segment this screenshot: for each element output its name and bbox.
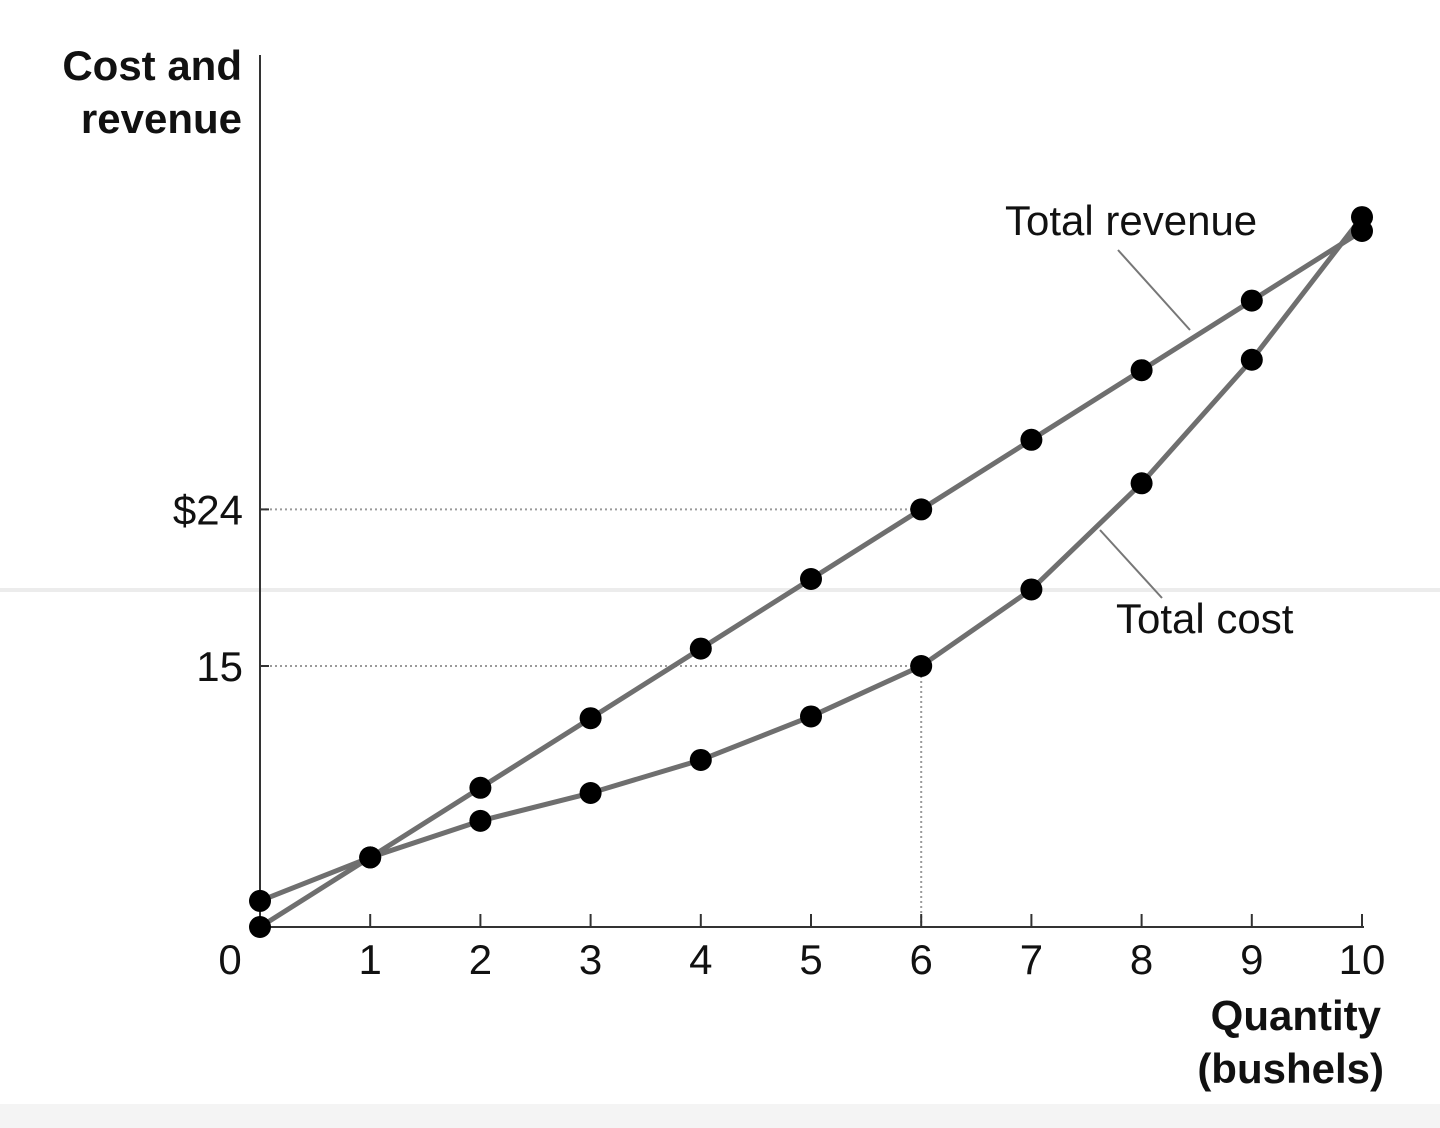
data-point-total-cost (1240, 348, 1263, 371)
data-point-total-cost (800, 705, 822, 728)
y-tick-label: $24 (173, 486, 243, 533)
background-band (0, 588, 1440, 592)
x-tick-label: 2 (469, 936, 492, 983)
y-axis-title-line-1: Cost and (62, 42, 242, 89)
x-axis-title-line-2: (bushels) (1197, 1045, 1384, 1092)
series-markers (249, 206, 1373, 938)
reference-lines (260, 508, 923, 927)
data-point-total-revenue (689, 637, 712, 660)
x-tick-label: 7 (1020, 936, 1043, 983)
series-label-total-cost: Total cost (1116, 595, 1294, 642)
x-tick-label: 0 (218, 936, 241, 983)
data-point-total-revenue (249, 916, 271, 938)
data-point-total-revenue (1130, 359, 1153, 382)
data-point-total-revenue (1020, 428, 1043, 451)
data-point-total-revenue (800, 568, 822, 590)
leader-line-total-revenue (1117, 249, 1191, 331)
label-leader-lines (1099, 249, 1191, 599)
x-tick-label: 3 (579, 936, 602, 983)
data-point-total-cost (689, 748, 712, 771)
data-point-total-cost (249, 889, 271, 912)
x-tick-label: 5 (799, 936, 822, 983)
data-point-total-cost (579, 782, 602, 805)
x-tick-label: 8 (1130, 936, 1153, 983)
y-ticks: 15 $24 (173, 486, 269, 690)
x-tick-label: 9 (1240, 936, 1263, 983)
data-point-total-cost (469, 809, 492, 832)
data-point-total-revenue (910, 498, 933, 521)
leader-line-total-cost (1099, 529, 1163, 599)
series-line-total-cost (257, 214, 1365, 904)
data-point-total-cost (910, 655, 933, 677)
data-point-total-revenue (1240, 289, 1263, 312)
data-point-total-cost (1351, 206, 1373, 229)
y-tick-label: 15 (196, 643, 243, 690)
x-axis-title-line-1: Quantity (1211, 992, 1382, 1039)
background-band-bottom (0, 1104, 1440, 1128)
data-point-total-revenue (579, 707, 602, 730)
y-axis-title-line-2: revenue (81, 95, 242, 142)
x-tick-label: 10 (1339, 936, 1386, 983)
x-ticks: 0 1 2 3 4 5 6 7 8 9 10 (218, 914, 1385, 983)
data-point-total-cost (359, 846, 382, 869)
axes (259, 55, 1364, 928)
x-tick-label: 4 (689, 936, 712, 983)
series-label-total-revenue: Total revenue (1005, 197, 1257, 244)
x-tick-label: 1 (359, 936, 382, 983)
x-tick-label: 6 (910, 936, 933, 983)
data-point-total-cost (1020, 578, 1043, 601)
data-point-total-revenue (469, 776, 492, 799)
data-point-total-cost (1130, 472, 1153, 495)
